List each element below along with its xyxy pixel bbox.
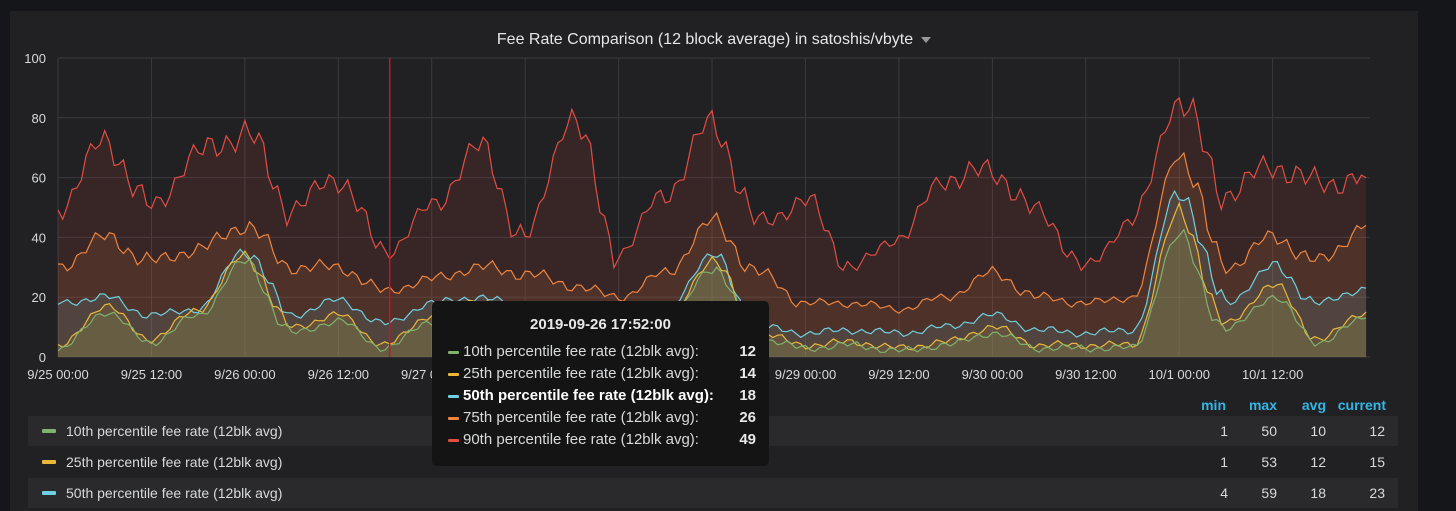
tooltip-swatch (448, 417, 459, 420)
x-tick-label: 9/25 00:00 (27, 367, 88, 382)
tooltip-swatch (448, 439, 459, 442)
hover-tooltip: 2019-09-26 17:52:00 10th percentile fee … (432, 301, 769, 466)
legend-swatch (42, 460, 56, 464)
y-tick-label: 60 (32, 171, 46, 186)
series-area (58, 97, 1367, 358)
tooltip-value: 14 (739, 365, 756, 382)
tooltip-time: 2019-09-26 17:52:00 (530, 316, 671, 333)
x-tick-label: 9/26 12:00 (308, 367, 369, 382)
tooltip-row: 10th percentile fee rate (12blk avg): 12 (448, 343, 758, 363)
series-area (58, 153, 1367, 357)
legend-swatch (42, 429, 56, 433)
tooltip-value: 12 (739, 343, 756, 360)
series-line (57, 151, 1367, 314)
legend-label[interactable]: 10th percentile fee rate (12blk avg) (66, 423, 283, 439)
y-tick-label: 20 (32, 290, 46, 305)
legend-max: 53 (1261, 454, 1277, 470)
tooltip-value: 49 (739, 431, 756, 448)
x-tick-label: 9/29 00:00 (775, 367, 836, 382)
tooltip-label: 25th percentile fee rate (12blk avg): (463, 365, 699, 382)
tooltip-label: 90th percentile fee rate (12blk avg): (463, 431, 699, 448)
y-axis-ticks: 0 20 40 60 80 100 (24, 51, 46, 365)
x-tick-label: 9/30 00:00 (962, 367, 1023, 382)
legend-row[interactable]: 50th percentile fee rate (12blk avg) 4 5… (28, 478, 1398, 508)
legend-min: 1 (1220, 423, 1228, 439)
x-tick-label: 9/29 12:00 (868, 367, 929, 382)
x-tick-label: 10/1 12:00 (1242, 367, 1303, 382)
y-tick-label: 40 (32, 230, 46, 245)
legend-avg: 12 (1310, 454, 1326, 470)
panel-title[interactable]: Fee Rate Comparison (12 block average) i… (10, 31, 1418, 49)
tooltip-label: 10th percentile fee rate (12blk avg): (463, 343, 699, 360)
series-line (57, 228, 1367, 353)
tooltip-swatch (448, 351, 459, 354)
legend-header-max[interactable]: max (1248, 397, 1277, 413)
series-line (57, 201, 1367, 351)
tooltip-label: 75th percentile fee rate (12blk avg): (463, 409, 699, 426)
legend-current: 23 (1369, 485, 1385, 501)
fee-rate-chart[interactable]: 0 20 40 60 80 100 9/25 00:00 9/25 12:00 9/26 00… (0, 0, 1456, 400)
x-tick-label: 9/26 00:00 (214, 367, 275, 382)
tooltip-label: 50th percentile fee rate (12blk avg): (463, 387, 714, 404)
legend-header-min[interactable]: min (1201, 397, 1226, 413)
x-tick-label: 9/30 12:00 (1055, 367, 1116, 382)
tooltip-row: 75th percentile fee rate (12blk avg): 26 (448, 409, 758, 429)
legend-swatch (42, 491, 56, 495)
legend-max: 59 (1261, 485, 1277, 501)
tooltip-swatch (448, 395, 459, 398)
legend-max: 50 (1261, 423, 1277, 439)
caret-down-icon[interactable] (921, 36, 932, 43)
legend-current: 12 (1369, 423, 1385, 439)
tooltip-value: 18 (739, 387, 756, 404)
legend-header-current[interactable]: current (1337, 397, 1386, 413)
legend-header-avg[interactable]: avg (1301, 397, 1326, 413)
legend-avg: 18 (1310, 485, 1326, 501)
x-axis-ticks: 9/25 00:00 9/25 12:00 9/26 00:00 9/26 12:00… (27, 367, 1303, 382)
legend-avg: 10 (1310, 423, 1326, 439)
tooltip-row: 25th percentile fee rate (12blk avg): 14 (448, 365, 758, 385)
tooltip-row: 90th percentile fee rate (12blk avg): 49 (448, 431, 758, 451)
legend-label[interactable]: 50th percentile fee rate (12blk avg) (66, 485, 283, 501)
x-tick-label: 9/25 12:00 (121, 367, 182, 382)
legend-current: 15 (1369, 454, 1385, 470)
legend-min: 1 (1220, 454, 1228, 470)
tooltip-row-highlighted: 50th percentile fee rate (12blk avg): 18 (448, 387, 758, 407)
series-area (58, 229, 1367, 357)
legend-min: 4 (1220, 485, 1228, 501)
y-tick-label: 0 (39, 350, 46, 365)
legend-label[interactable]: 25th percentile fee rate (12blk avg) (66, 454, 283, 470)
panel-title-text: Fee Rate Comparison (12 block average) i… (496, 31, 914, 48)
series-area (58, 203, 1367, 357)
tooltip-swatch (448, 373, 459, 376)
y-tick-label: 80 (32, 111, 46, 126)
y-tick-label: 100 (24, 51, 46, 66)
series-line (57, 96, 1367, 272)
x-tick-label: 10/1 00:00 (1149, 367, 1210, 382)
series-lines (57, 96, 1367, 353)
tooltip-value: 26 (739, 409, 756, 426)
